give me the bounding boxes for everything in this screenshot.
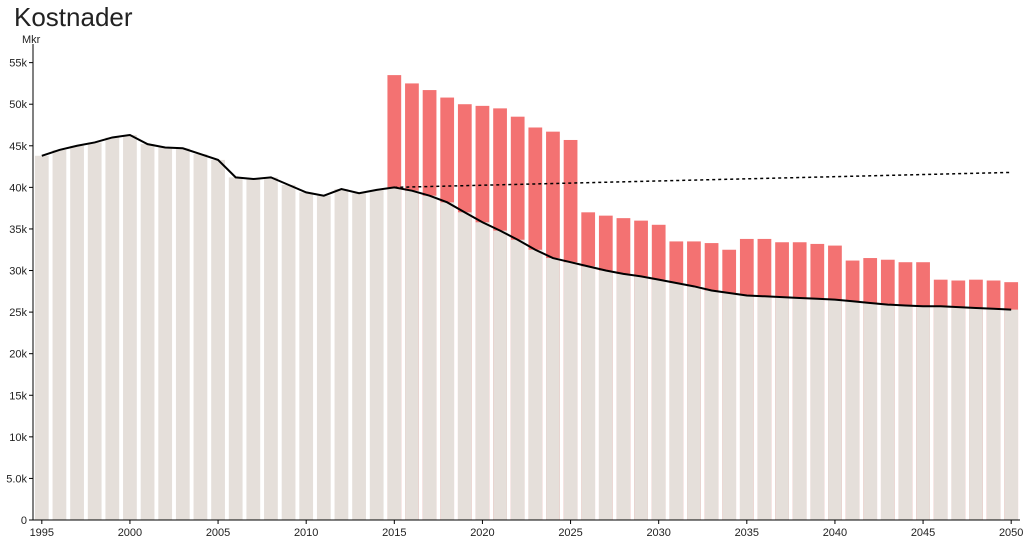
- bar-grey: [282, 185, 296, 520]
- x-tick-label: 2005: [206, 527, 230, 539]
- bar-grey: [863, 303, 877, 520]
- x-tick-label: 2020: [470, 527, 494, 539]
- bar-grey: [934, 306, 948, 520]
- bar-grey: [1004, 310, 1018, 520]
- y-tick-label: 5.0k: [6, 473, 27, 485]
- bar-grey: [158, 147, 172, 520]
- bar-grey: [511, 240, 525, 520]
- bar-grey: [581, 266, 595, 520]
- bar-grey: [617, 274, 631, 520]
- x-tick-label: 2010: [294, 527, 318, 539]
- bar-grey: [123, 135, 137, 520]
- y-tick-label: 50k: [9, 99, 27, 111]
- x-tick-label: 2050: [999, 527, 1023, 539]
- chart-container: 0 5.0k 10k 15k 20k 25k 30k 35k 40k 45k 50k 55k 1995 2…: [0, 0, 1024, 541]
- bar-grey: [669, 283, 683, 520]
- bar-grey: [652, 280, 666, 520]
- bar-grey: [810, 299, 824, 520]
- bar-grey: [899, 305, 913, 520]
- y-tick-label: 10k: [9, 432, 27, 444]
- bar-grey: [405, 191, 419, 520]
- bar-grey: [793, 298, 807, 520]
- x-tick-label: 2000: [118, 527, 142, 539]
- bar-grey: [70, 146, 84, 520]
- kostnader-chart: 0 5.0k 10k 15k 20k 25k 30k 35k 40k 45k 50k 55k 1995 2…: [0, 0, 1024, 541]
- bar-grey: [105, 137, 119, 520]
- bar-grey: [35, 156, 49, 520]
- bar-grey: [176, 148, 190, 520]
- x-tick-label: 2045: [911, 527, 935, 539]
- bar-grey: [493, 231, 507, 520]
- bar-grey: [194, 154, 208, 520]
- x-tick-label: 2030: [646, 527, 670, 539]
- y-tick-label: 35k: [9, 224, 27, 236]
- bar-grey: [88, 142, 102, 520]
- bar-grey: [387, 187, 401, 520]
- bar-grey: [881, 305, 895, 520]
- x-tick-label: 2035: [735, 527, 759, 539]
- bar-grey: [458, 212, 472, 520]
- bar-grey: [476, 222, 490, 520]
- bar-grey: [211, 160, 225, 520]
- bar-grey: [846, 301, 860, 520]
- bar-grey: [564, 262, 578, 520]
- x-tick-label: 2015: [382, 527, 406, 539]
- y-tick-label: 15k: [9, 390, 27, 402]
- bar-grey: [53, 150, 67, 520]
- x-tick-label: 2025: [558, 527, 582, 539]
- bar-grey: [599, 271, 613, 520]
- y-tick-label: 25k: [9, 307, 27, 319]
- y-tick-label: 55k: [9, 58, 27, 70]
- bar-grey: [229, 177, 243, 520]
- y-tick-label: 45k: [9, 141, 27, 153]
- bar-grey: [969, 308, 983, 520]
- bar-grey: [246, 179, 260, 520]
- bar-grey: [423, 196, 437, 520]
- bar-grey: [740, 295, 754, 520]
- bar-grey: [299, 192, 313, 520]
- bar-grey: [828, 300, 842, 520]
- bar-grey: [987, 309, 1001, 520]
- bar-grey: [687, 286, 701, 520]
- y-tick-label: 20k: [9, 349, 27, 361]
- bar-grey: [722, 293, 736, 520]
- bar-grey: [546, 258, 560, 520]
- bar-grey: [141, 144, 155, 520]
- bar-grey: [758, 296, 772, 520]
- bar-grey: [352, 193, 366, 520]
- bar-grey: [264, 177, 278, 520]
- bar-grey: [916, 306, 930, 520]
- y-tick-label: 40k: [9, 182, 27, 194]
- x-tick-label: 2040: [823, 527, 847, 539]
- bar-grey: [370, 190, 384, 520]
- bar-grey: [705, 290, 719, 520]
- bar-grey: [440, 202, 454, 520]
- bar-grey: [528, 250, 542, 520]
- y-tick-label: 0: [21, 515, 27, 527]
- bar-grey: [951, 307, 965, 520]
- bar-grey: [775, 297, 789, 520]
- bar-grey: [634, 276, 648, 520]
- y-tick-label: 30k: [9, 266, 27, 278]
- bar-grey: [317, 196, 331, 520]
- x-tick-label: 1995: [30, 527, 54, 539]
- bar-grey: [335, 189, 349, 520]
